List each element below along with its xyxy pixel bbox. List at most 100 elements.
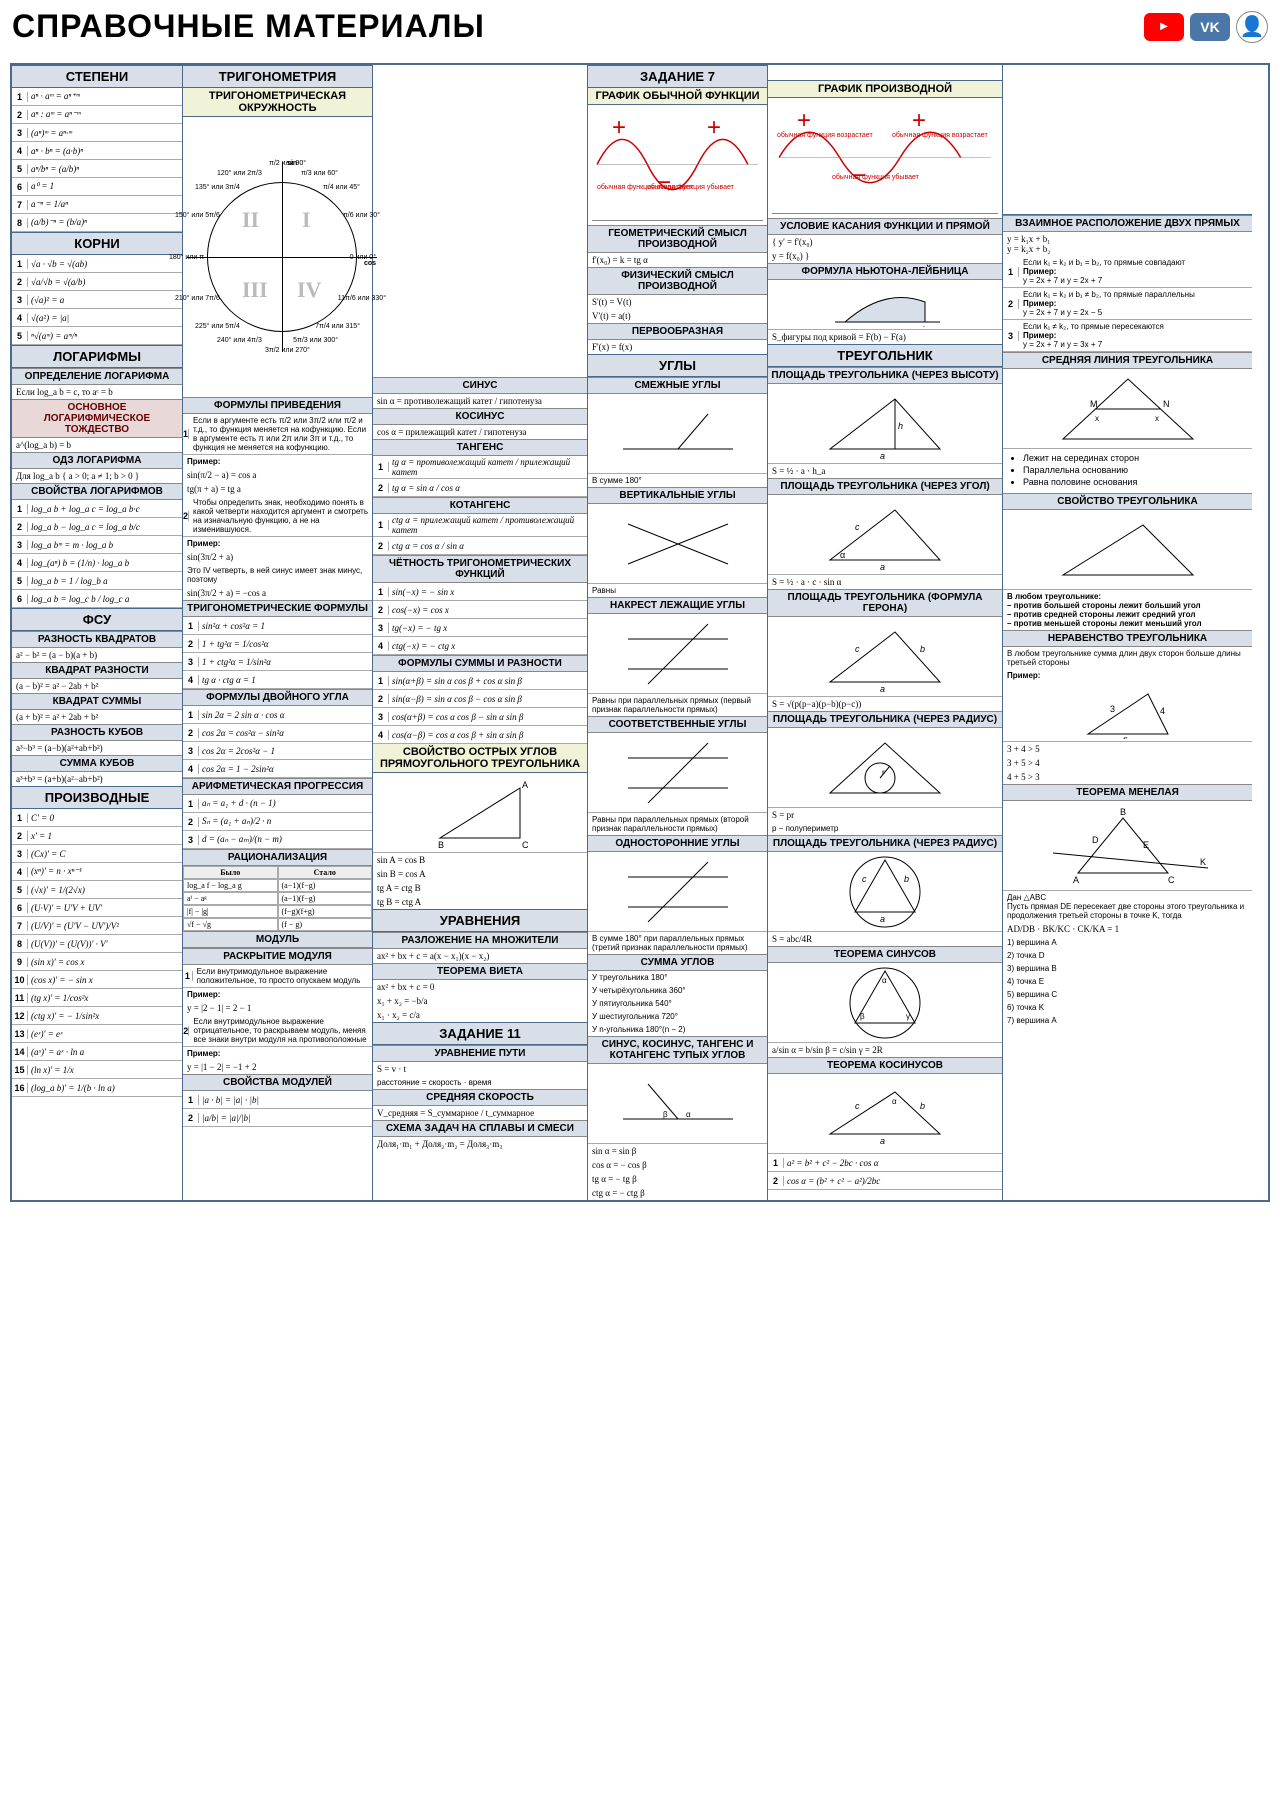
formula-row: 3cos(α+β) = cos α cos β − sin α sin β [373, 708, 587, 726]
formula-row: 2ctg α = cos α / sin α [373, 537, 587, 555]
right-tri-title: СВОЙСТВО ОСТРЫХ УГЛОВ ПРЯМОУГОЛЬНОГО ТРЕ… [373, 744, 587, 773]
formula-row: 21 + tg²α = 1/cos²α [183, 635, 372, 653]
parity-title: ЧЁТНОСТЬ ТРИГОНОМЕТРИЧЕСКИХ ФУНКЦИЙ [373, 555, 587, 583]
formula-row: 3(Cx)' = C [12, 845, 182, 863]
svg-text:M: M [1090, 399, 1098, 409]
formula-row: 1|a · b| = |a| · |b| [183, 1091, 372, 1109]
social-icons: ▶ VK 👤 [1144, 11, 1268, 43]
svg-text:x: x [1155, 414, 1159, 423]
svg-text:α: α [892, 1097, 897, 1106]
midline-bullets: Лежит на серединах сторон Параллельна ос… [1003, 449, 1252, 493]
page-title: СПРАВОЧНЫЕ МАТЕРИАЛЫ [12, 8, 485, 45]
sq-diff-f: (a − b)² = a² − 2ab + b² [12, 679, 182, 693]
formula-row: 1sin²α + cos²α = 1 [183, 617, 372, 635]
svg-text:C: C [1168, 875, 1175, 885]
logs-title: ЛОГАРИФМЫ [12, 345, 182, 368]
svg-text:c: c [862, 874, 867, 884]
formula-row: 5log_a b = 1 / log_b a [12, 572, 182, 590]
svg-text:c: c [855, 522, 860, 532]
vieta-title: ТЕОРЕМА ВИЕТА [373, 963, 587, 980]
geom-sense-title: ГЕОМЕТРИЧЕСКИЙ СМЫСЛ ПРОИЗВОДНОЙ [588, 225, 767, 253]
svg-text:5: 5 [1123, 736, 1128, 739]
line-case-row: 3Если k₁ ≠ k₂, то прямые пересекаютсяПри… [1003, 320, 1252, 352]
right-triangle-diagram: BCA [373, 773, 587, 853]
formula-row: 8(a/b)⁻ⁿ = (b/a)ⁿ [12, 214, 182, 232]
midline-title: СРЕДНЯЯ ЛИНИЯ ТРЕУГОЛЬНИКА [1003, 352, 1252, 369]
tan-title: ТАНГЕНС [373, 439, 587, 456]
formula-row: 5ⁿ√(aᵐ) = aᵐ/ⁿ [12, 327, 182, 345]
svg-text:α: α [840, 550, 845, 560]
formula-row: 1sin(α+β) = sin α cos β + cos α sin β [373, 672, 587, 690]
svg-text:β: β [663, 1110, 668, 1119]
formula-row: 2cos(−x) = cos x [373, 601, 587, 619]
phys-sense-title: ФИЗИЧЕСКИЙ СМЫСЛ ПРОИЗВОДНОЙ [588, 267, 767, 295]
formula-row: 4cos(α−β) = cos α cos β + sin α sin β [373, 726, 587, 744]
svg-text:3: 3 [1110, 704, 1115, 714]
formula-row: 4aⁿ · bⁿ = (a·b)ⁿ [12, 142, 182, 160]
formula-row: 1sin 2α = 2 sin α · cos α [183, 706, 372, 724]
formula-row: 4ctg(−x) = − ctg x [373, 637, 587, 655]
svg-text:h: h [898, 421, 903, 431]
formula-row: 7(U/V)' = (U'V − UV')/V² [12, 917, 182, 935]
task7-title: ЗАДАНИЕ 7 [588, 65, 767, 88]
modulus-open-title: РАСКРЫТИЕ МОДУЛЯ [183, 948, 372, 965]
formula-row: 11(tg x)' = 1/cos²x [12, 989, 182, 1007]
formula-row: 15(ln x)' = 1/x [12, 1061, 182, 1079]
antideriv-title: ПЕРВООБРАЗНАЯ [588, 323, 767, 340]
deriv-graph-title: ГРАФИК ПРОИЗВОДНОЙ [768, 81, 1002, 98]
arith-title: АРИФМЕТИЧЕСКАЯ ПРОГРЕССИЯ [183, 778, 372, 795]
powers-title: СТЕПЕНИ [12, 65, 182, 88]
formula-row: 2cos 2α = cos²α − sin²α [183, 724, 372, 742]
circle-title: ТРИГОНОМЕТРИЧЕСКАЯ ОКРУЖНОСТЬ [183, 88, 372, 117]
formula-row: 14(aˣ)' = aˣ · ln a [12, 1043, 182, 1061]
svg-text:c: c [855, 1101, 860, 1111]
formula-row: 1aₙ = a₁ + d · (n − 1) [183, 795, 372, 813]
svg-text:A: A [1073, 875, 1079, 885]
formula-row: 7a⁻ⁿ = 1/aⁿ [12, 196, 182, 214]
youtube-icon[interactable]: ▶ [1144, 13, 1184, 41]
rational-title: РАЦИОНАЛИЗАЦИЯ [183, 849, 372, 866]
vk-icon[interactable]: VK [1190, 13, 1230, 41]
formula-row: 5(√x)' = 1/(2√x) [12, 881, 182, 899]
formula-row: 9(sin x)' = cos x [12, 953, 182, 971]
svg-text:γ: γ [906, 1012, 910, 1021]
svg-text:α: α [882, 976, 887, 985]
formula-row: 2|a/b| = |a|/|b| [183, 1109, 372, 1127]
formula-row: 13(eˣ)' = eˣ [12, 1025, 182, 1043]
double-title: ФОРМУЛЫ ДВОЙНОГО УГЛА [183, 689, 372, 706]
angles-title: УГЛЫ [588, 354, 767, 377]
col-5: ГРАФИК ПРОИЗВОДНОЙ + − + обычная функция… [767, 65, 1002, 1200]
diff-sq-f: a² − b² = (a − b)(a + b) [12, 648, 182, 662]
cos-f: cos α = прилежащий катет / гипотенуза [373, 425, 587, 439]
formula-row: 12(ctg x)' = − 1/sin²x [12, 1007, 182, 1025]
col-1: СТЕПЕНИ 1aⁿ · aᵐ = aⁿ⁺ᵐ2aⁿ : aᵐ = aⁿ⁻ᵐ3(… [12, 65, 182, 1200]
col-3: СИНУС sin α = противолежащий катет / гип… [372, 65, 587, 1200]
formula-row: 2√a/√b = √(a/b) [12, 273, 182, 291]
formula-row: 4log_(aⁿ) b = (1/n) · log_a b [12, 554, 182, 572]
formula-row: 4√(a²) = |a| [12, 309, 182, 327]
factor-title: РАЗЛОЖЕНИЕ НА МНОЖИТЕЛИ [373, 932, 587, 949]
formula-row: 2tg α = sin α / cos α [373, 479, 587, 497]
trig-forms-title: ТРИГОНОМЕТРИЧЕСКИЕ ФОРМУЛЫ [183, 600, 372, 617]
rational-table: Было Стало log_a f − log_a g(a−1)(f−g) a… [183, 866, 372, 931]
formula-row: 1√a · √b = √(ab) [12, 255, 182, 273]
log-identity-title: ОСНОВНОЕ ЛОГАРИФМИЧЕСКОЕ ТОЖДЕСТВО [12, 399, 182, 438]
reduction-rule2: Чтобы определить знак, необходимо понять… [189, 496, 372, 536]
svg-text:b: b [920, 644, 925, 654]
sum-cub-t: СУММА КУБОВ [12, 755, 182, 772]
formula-row: 6log_a b = log_c b / log_c a [12, 590, 182, 608]
cot-title: КОТАНГЕНС [373, 497, 587, 514]
sin-title: СИНУС [373, 377, 587, 394]
modulus-title: МОДУЛЬ [183, 931, 372, 948]
ineq-title: НЕРАВЕНСТВО ТРЕУГОЛЬНИКА [1003, 630, 1252, 647]
formula-row: 4cos 2α = 1 − 2sin²α [183, 760, 372, 778]
formula-row: 16(log_a b)' = 1/(b · ln a) [12, 1079, 182, 1097]
roots-title: КОРНИ [12, 232, 182, 255]
tangent-cond-title: УСЛОВИЕ КАСАНИЯ ФУНКЦИИ И ПРЯМОЙ [768, 218, 1002, 235]
svg-text:a: a [880, 451, 885, 459]
function-wave: + − + обычная функция возрастает обычная… [588, 105, 767, 225]
sum-title: ФОРМУЛЫ СУММЫ И РАЗНОСТИ [373, 655, 587, 672]
svg-text:a: a [880, 1136, 885, 1144]
svg-text:B: B [438, 840, 444, 848]
formula-row: 2sin(α−β) = sin α cos β − cos α sin β [373, 690, 587, 708]
